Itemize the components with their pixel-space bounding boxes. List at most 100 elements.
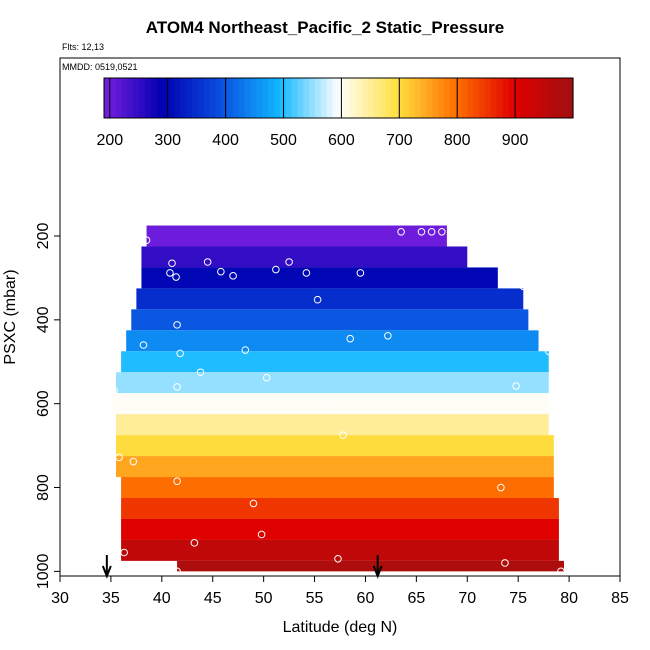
colorbar-tick-label-4: 600 (328, 132, 355, 149)
data-point-41 (173, 567, 181, 576)
x-tick-label-9: 75 (509, 590, 527, 607)
colorbar-tick-label-1: 300 (154, 132, 181, 149)
colorbar-segment-58 (444, 78, 451, 118)
data-point-18 (384, 331, 392, 340)
colorbar-segment-19 (215, 78, 222, 118)
colorbar-segment-38 (326, 78, 334, 118)
dates-annotation: MMDD: 0519,0521 (62, 62, 138, 72)
data-point-9 (172, 273, 180, 281)
data-point-13 (302, 269, 311, 277)
colorbar-segment-8 (150, 78, 158, 118)
heatmap-bin-12 (121, 477, 554, 498)
arrow-head-0 (101, 565, 112, 579)
data-point-0 (142, 236, 151, 244)
colorbar-segment-2 (115, 78, 123, 118)
y-axis-label: PSXC (mbar) (2, 269, 19, 364)
colorbar-tick-label-6: 800 (444, 132, 471, 149)
data-point-40 (501, 559, 509, 567)
colorbar-segment-10 (162, 78, 170, 118)
colorbar-segment-5 (133, 78, 140, 118)
colorbar-segment-20 (221, 78, 228, 118)
colorbar-segment-39 (332, 78, 340, 118)
heatmap-bin-7 (116, 372, 549, 394)
colorbar-frame (103, 77, 574, 119)
colorbar-segment-11 (168, 78, 175, 118)
data-point-10 (217, 267, 225, 276)
data-point-6 (203, 258, 212, 266)
x-tick-label-5: 55 (306, 590, 324, 607)
data-point-28 (110, 386, 118, 395)
colorbar-segment-26 (256, 78, 263, 118)
x-tick-label-10: 80 (560, 590, 578, 607)
heatmap-bin-6 (121, 351, 549, 373)
colorbar-segment-72 (526, 78, 533, 118)
colorbar-segment-75 (543, 78, 551, 118)
data-point-14 (356, 269, 365, 277)
colorbar-segment-52 (408, 78, 416, 118)
data-point-22 (241, 346, 250, 354)
data-point-34 (497, 483, 505, 492)
data-point-39 (334, 554, 342, 563)
colorbar-segment-4 (127, 78, 134, 118)
heatmap-bin-4 (131, 309, 529, 331)
y-tick-label-3: 800 (35, 474, 52, 501)
x-tick-label-6: 60 (357, 590, 375, 607)
colorbar-segment-53 (414, 78, 422, 118)
colorbar-segment-6 (139, 78, 146, 118)
data-point-26 (173, 383, 181, 391)
data-point-11 (229, 272, 237, 280)
data-point-8 (166, 269, 174, 277)
colorbar-segment-59 (449, 78, 457, 118)
colorbar-segment-63 (473, 78, 480, 118)
y-tick-label-1: 400 (35, 306, 52, 333)
colorbar-segment-62 (467, 78, 474, 118)
data-point-35 (249, 499, 258, 508)
colorbar-segment-74 (537, 78, 545, 118)
heatmap-bin-1 (141, 246, 468, 268)
x-tick-label-2: 40 (153, 590, 171, 607)
x-tick-label-0: 30 (51, 590, 69, 607)
colorbar-segment-28 (268, 78, 275, 118)
heatmap-bin-10 (116, 435, 554, 457)
arrow-head-1 (372, 565, 383, 579)
data-point-29 (326, 397, 334, 406)
x-tick-label-8: 70 (458, 590, 476, 607)
colorbar-segment-57 (438, 78, 445, 118)
colorbar-segment-55 (426, 78, 433, 118)
colorbar-segment-43 (356, 78, 363, 118)
data-point-12 (272, 265, 280, 274)
colorbar-segment-48 (385, 78, 392, 118)
colorbar-segment-12 (174, 78, 181, 118)
x-tick-label-7: 65 (407, 590, 425, 607)
colorbar-tick-label-0: 200 (96, 132, 123, 149)
colorbar-segment-69 (508, 78, 515, 118)
heatmap-bin-0 (146, 225, 447, 247)
colorbar-segment-31 (285, 78, 293, 118)
colorbar-segment-42 (350, 78, 357, 118)
colorbar-segment-68 (502, 78, 510, 118)
heatmap-bin-14 (121, 518, 559, 540)
colorbar-segment-0 (104, 78, 111, 118)
x-tick-label-1: 35 (102, 590, 120, 607)
data-point-33 (173, 477, 181, 486)
heatmap-bin-8 (110, 393, 549, 415)
colorbar-tick-label-5: 700 (386, 132, 413, 149)
colorbar-segment-9 (156, 78, 164, 118)
data-point-27 (512, 382, 520, 390)
colorbar-segment-67 (496, 78, 504, 118)
data-point-36 (257, 530, 266, 539)
colorbar-segment-66 (490, 78, 498, 118)
colorbar-segment-24 (244, 78, 252, 118)
colorbar-segment-64 (479, 78, 486, 118)
data-point-42 (557, 567, 565, 576)
data-point-25 (262, 373, 271, 382)
colorbar-segment-14 (186, 78, 193, 118)
colorbar-segment-60 (455, 78, 463, 118)
colorbar-segment-7 (145, 78, 152, 118)
x-axis-label: Latitude (deg N) (283, 619, 398, 636)
data-point-5 (168, 259, 176, 268)
heatmap-bin-2 (141, 267, 498, 289)
colorbar-segment-32 (291, 78, 299, 118)
colorbar-segment-46 (373, 78, 381, 118)
